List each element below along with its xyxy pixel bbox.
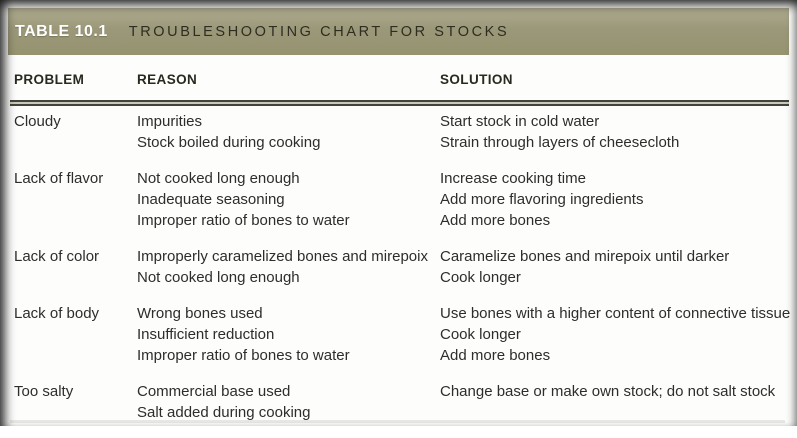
reason-cell: Not cooked long enough Inadequate seasoni… xyxy=(137,168,440,231)
cell-line: Add more flavoring ingredients xyxy=(440,191,644,208)
cell-line: Cook longer xyxy=(440,269,521,286)
cell-line: Impurities xyxy=(137,113,203,130)
reason-cell: Wrong bones used Insufficient reduction Im… xyxy=(137,303,440,366)
table-row: Lack of color Improperly caramelized bon… xyxy=(0,246,797,288)
cell-line: Salt added during cooking xyxy=(137,404,311,421)
cell-line: Improper ratio of bones to water xyxy=(137,347,350,364)
reason-cell: Impurities Stock boiled during cooking xyxy=(137,111,440,153)
cell-line: Inadequate seasoning xyxy=(137,191,285,208)
cell-line: Start stock in cold water xyxy=(440,113,600,130)
table-row: Cloudy Impurities Stock boiled during coo… xyxy=(0,111,797,153)
solution-cell: Start stock in cold water Strain through … xyxy=(440,111,797,153)
column-header-solution: SOLUTION xyxy=(440,72,513,87)
cell-line: Not cooked long enough xyxy=(137,269,300,286)
table-number-label: TABLE 10.1 xyxy=(15,22,108,40)
table-row: Lack of body Wrong bones used Insufficien… xyxy=(0,303,797,366)
cell-line: Insufficient reduction xyxy=(137,326,275,343)
table-row: Too salty Commercial base used Salt added… xyxy=(0,381,797,423)
column-header-reason: REASON xyxy=(137,72,198,87)
cell-line: Strain through layers of cheesecloth xyxy=(440,134,680,151)
cell-line: Cook longer xyxy=(440,326,521,343)
solution-cell: Use bones with a higher content of conne… xyxy=(440,303,797,366)
textbook-table-page: TABLE 10.1 TROUBLESHOOTING CHART FOR STO… xyxy=(0,8,797,423)
header-divider-rule xyxy=(10,100,789,106)
cell-line: Add more bones xyxy=(440,347,551,364)
solution-cell: Change base or make own stock; do not sa… xyxy=(440,381,797,423)
cell-line: Use bones with a higher content of conne… xyxy=(440,305,791,322)
cell-line: Change base or make own stock; do not sa… xyxy=(440,383,776,400)
column-header-problem: PROBLEM xyxy=(14,72,85,87)
cell-line: Caramelize bones and mirepoix until dark… xyxy=(440,248,730,265)
problem-cell: Lack of flavor xyxy=(14,170,104,187)
reason-cell: Commercial base used Salt added during co… xyxy=(137,381,440,423)
cell-line: Commercial base used xyxy=(137,383,291,400)
column-header-row: PROBLEM REASON SOLUTION xyxy=(0,72,797,87)
table-title-bar: TABLE 10.1 TROUBLESHOOTING CHART FOR STO… xyxy=(8,8,789,55)
table-body: Cloudy Impurities Stock boiled during coo… xyxy=(0,111,797,438)
cell-line: Stock boiled during cooking xyxy=(137,134,321,151)
problem-cell: Cloudy xyxy=(14,113,61,130)
solution-cell: Caramelize bones and mirepoix until dark… xyxy=(440,246,797,288)
cell-line: Improperly caramelized bones and mirepoi… xyxy=(137,248,428,265)
table-title: TROUBLESHOOTING CHART FOR STOCKS xyxy=(128,23,510,40)
cell-line: Not cooked long enough xyxy=(137,170,300,187)
solution-cell: Increase cooking time Add more flavoring … xyxy=(440,168,797,231)
cell-line: Increase cooking time xyxy=(440,170,586,187)
problem-cell: Lack of body xyxy=(14,305,100,322)
bottom-rule xyxy=(10,420,785,423)
problem-cell: Lack of color xyxy=(14,248,100,265)
cell-line: Wrong bones used xyxy=(137,305,263,322)
cell-line: Add more bones xyxy=(440,212,551,229)
problem-cell: Too salty xyxy=(14,383,74,400)
cell-line: Improper ratio of bones to water xyxy=(137,212,350,229)
table-row: Lack of flavor Not cooked long enough Ina… xyxy=(0,168,797,231)
reason-cell: Improperly caramelized bones and mirepoi… xyxy=(137,246,440,288)
